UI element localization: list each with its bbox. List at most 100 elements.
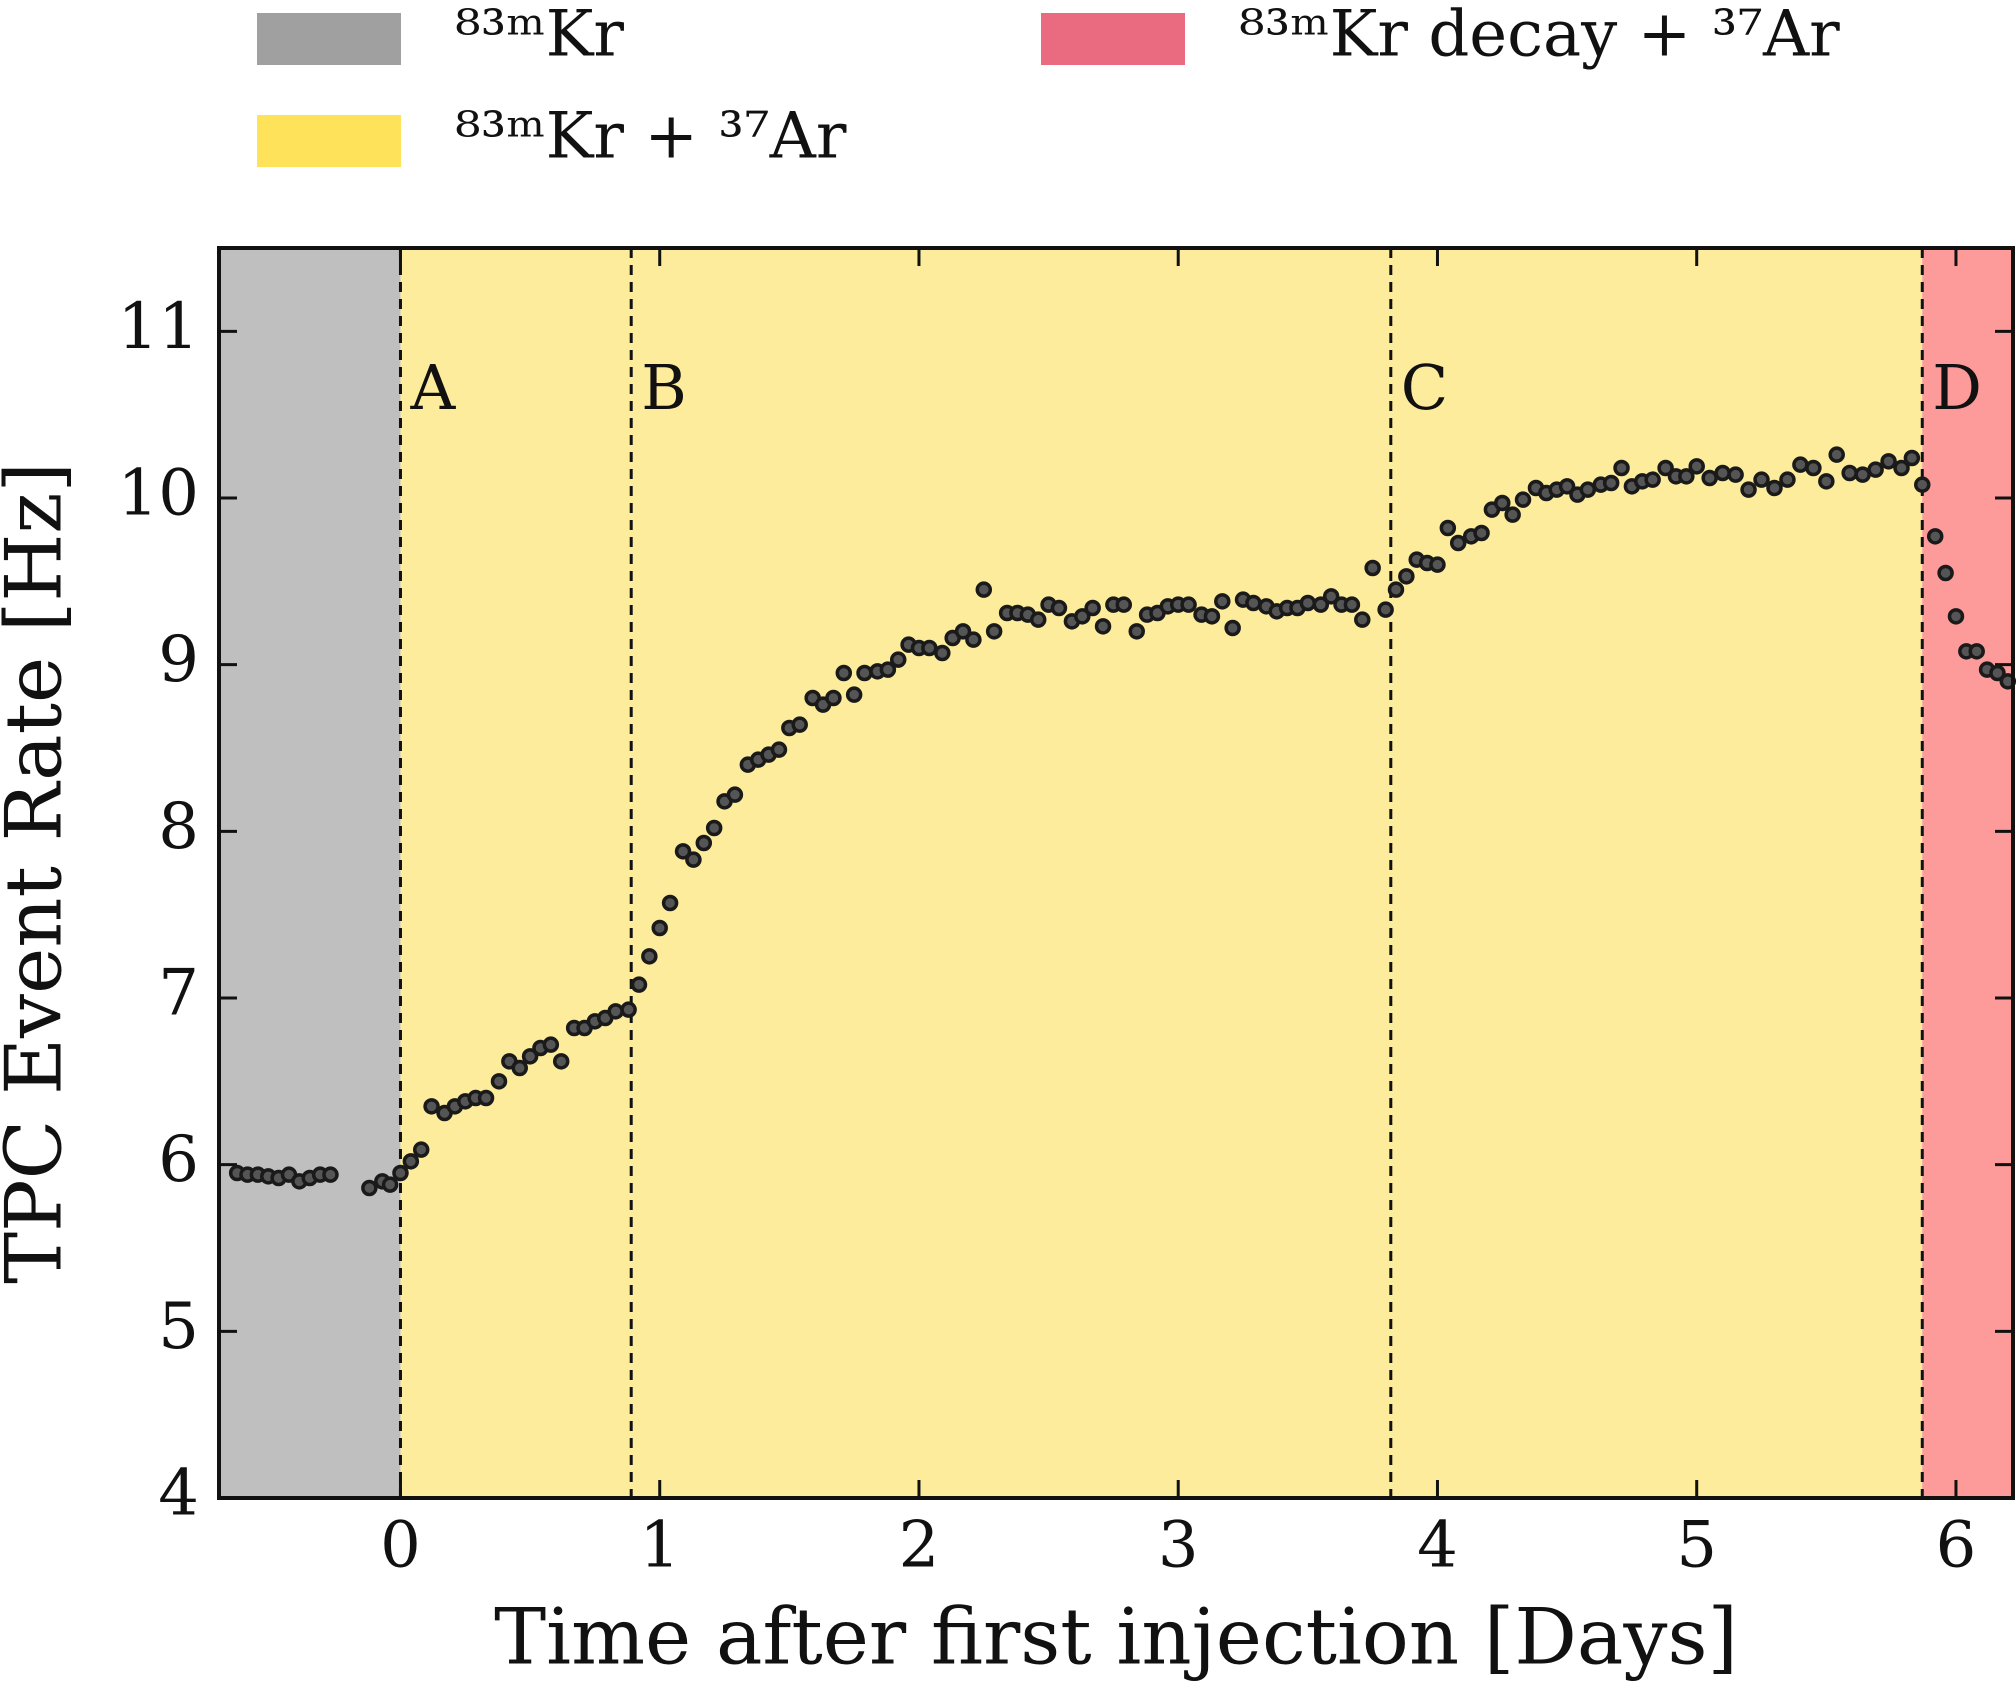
data-point: [791, 716, 808, 733]
data-point: [412, 1141, 430, 1158]
data-point: [1115, 596, 1133, 613]
data-point: [674, 843, 692, 860]
y-tick-label: 5: [158, 1290, 199, 1364]
data-point: [1727, 466, 1744, 483]
data-point: [1854, 466, 1871, 483]
data-point: [1245, 594, 1262, 612]
data-point: [1903, 449, 1921, 467]
data-point: [856, 664, 873, 682]
data-point: [695, 834, 713, 852]
data-point: [1029, 611, 1047, 628]
data-point: [620, 1001, 637, 1018]
data-point: [934, 644, 951, 662]
marker-label: B: [641, 351, 687, 424]
data-point: [641, 948, 658, 965]
x-tick-label: 0: [380, 1509, 421, 1583]
data-point: [1364, 559, 1381, 577]
data-point: [705, 819, 723, 837]
legend-swatch: [257, 13, 401, 65]
data-point: [685, 851, 702, 868]
data-point: [1914, 476, 1931, 493]
data-point: [477, 1089, 495, 1107]
legend-label: ⁸³ᵐKr: [455, 0, 624, 72]
data-point: [1473, 524, 1490, 542]
data-point: [552, 1053, 570, 1070]
data-point: [1387, 581, 1405, 598]
data-point: [1224, 619, 1241, 637]
data-point: [1893, 459, 1910, 477]
data-point: [381, 1176, 399, 1193]
data-point: [1688, 458, 1705, 475]
data-point: [511, 1059, 528, 1077]
data-point: [1322, 588, 1340, 605]
data-point: [1504, 506, 1521, 523]
data-point: [1094, 618, 1112, 635]
data-point: [1678, 468, 1695, 485]
data-point: [921, 639, 938, 657]
data-point: [954, 623, 972, 640]
data-point: [392, 1164, 409, 1182]
data-point: [1398, 568, 1415, 585]
data-point: [1128, 623, 1145, 640]
data-point: [651, 919, 668, 937]
data-point: [1312, 596, 1330, 613]
data-point: [1880, 453, 1897, 470]
data-point: [1050, 599, 1068, 617]
data-point: [965, 631, 982, 648]
data-point: [1354, 611, 1371, 628]
data-point: [1753, 471, 1770, 488]
data-point: [361, 1179, 378, 1197]
data-point: [845, 686, 863, 703]
data-point: [1613, 459, 1630, 477]
legend-label: ⁸³ᵐKr + ³⁷Ar: [455, 100, 847, 174]
data-point: [1779, 471, 1796, 488]
data-point: [1299, 594, 1317, 612]
data-point: [1579, 481, 1597, 498]
plot-frame: [217, 246, 2015, 1500]
data-point: [985, 623, 1003, 640]
data-point: [1926, 528, 1944, 545]
region: [1922, 248, 2013, 1498]
region: [400, 248, 1923, 1498]
data-point: [1701, 469, 1718, 487]
y-tick-label: 7: [158, 957, 199, 1031]
data-point: [1558, 478, 1576, 495]
x-tick-label: 1: [639, 1509, 680, 1583]
data-point: [825, 689, 842, 707]
data-point: [1818, 473, 1835, 490]
data-point: [1968, 643, 1985, 660]
data-point: [1180, 596, 1197, 613]
data-point: [322, 1166, 339, 1183]
y-tick-label: 4: [158, 1457, 199, 1531]
data-point: [1766, 479, 1783, 497]
marker-label: C: [1401, 351, 1448, 424]
x-tick-label: 5: [1676, 1509, 1717, 1583]
data-point: [1602, 474, 1620, 492]
data-point: [1429, 556, 1446, 573]
y-tick-label: 8: [158, 790, 199, 864]
data-point: [1514, 491, 1532, 508]
legend-swatch: [257, 115, 401, 167]
data-point: [1449, 534, 1467, 552]
region: [219, 248, 401, 1498]
data-point: [1714, 464, 1731, 482]
data-point: [1644, 471, 1661, 488]
legend-swatch: [1041, 13, 1185, 65]
legend-label: ⁸³ᵐKr decay + ³⁷Ar: [1239, 0, 1840, 72]
x-tick-label: 3: [1158, 1509, 1199, 1583]
data-point: [1947, 608, 1965, 625]
y-tick-label: 11: [118, 290, 199, 364]
data-point: [1343, 596, 1361, 613]
data-point: [521, 1048, 539, 1065]
data-point: [1214, 593, 1231, 610]
data-point: [1740, 481, 1757, 498]
data-point: [1805, 459, 1822, 477]
data-point: [1937, 564, 1954, 582]
y-tick-label: 9: [158, 623, 199, 697]
y-axis-label: TPC Event Rate [Hz]: [0, 462, 80, 1284]
data-point: [1074, 608, 1091, 625]
data-point: [1494, 494, 1511, 512]
data-point: [835, 664, 853, 682]
marker-label: A: [409, 351, 456, 424]
